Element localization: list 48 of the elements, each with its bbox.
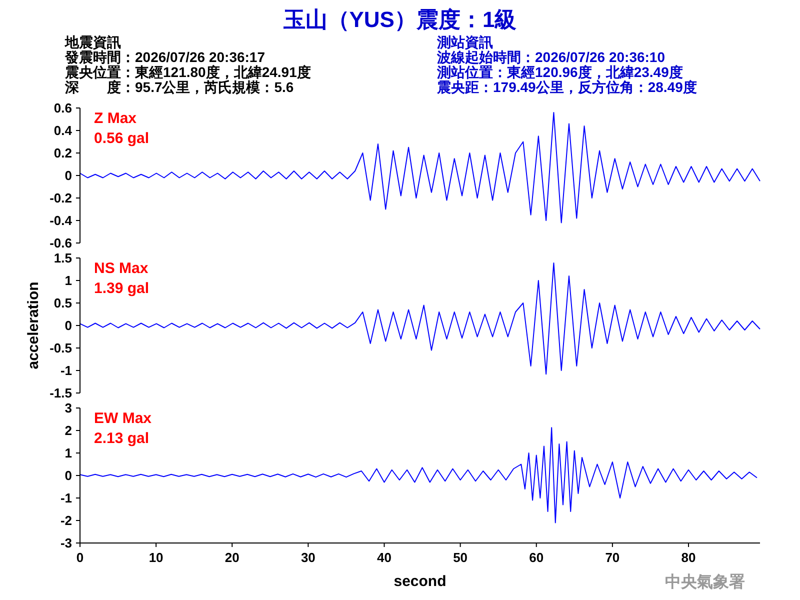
annotation: 2.13 gal (94, 430, 150, 447)
y-tick-label: -0.2 (50, 190, 72, 206)
y-tick-label: -1 (60, 490, 72, 506)
annotation: EW Max (94, 410, 152, 427)
x-tick-label: 60 (529, 550, 544, 565)
text: 測站位置：東經120.96度，北緯23.49度 (436, 64, 683, 80)
y-tick-label: 0.4 (54, 123, 73, 138)
y-tick-label: 1.5 (54, 250, 72, 266)
y-tick-label: 0 (64, 468, 72, 483)
x-tick-label: 10 (148, 550, 164, 565)
text: 震央距：179.49公里，反方位角：28.49度 (436, 79, 697, 95)
y-tick-label: -0.4 (50, 213, 73, 228)
y-tick-label: 0 (64, 318, 72, 333)
y-tick-label: -3 (60, 536, 72, 550)
x-tick-label: 70 (605, 550, 620, 565)
annotation: 1.39 gal (94, 280, 150, 297)
y-tick-label: 0.6 (54, 100, 72, 116)
y-tick-label: -0.5 (50, 340, 72, 356)
x-tick-label: 30 (300, 550, 316, 565)
y-tick-label: 1 (64, 273, 72, 288)
x-axis-title: second (394, 573, 446, 590)
y-axis-title: acceleration (25, 282, 42, 370)
text: 震央位置：東經121.80度，北緯24.91度 (64, 64, 311, 80)
text: 測站資訊 (436, 34, 493, 50)
y-tick-label: 0.2 (54, 146, 72, 160)
y-tick-label: -1 (60, 363, 72, 378)
y-tick-label: -0.6 (50, 236, 72, 250)
text: 波線起始時間：2026/07/26 20:36:10 (436, 49, 666, 65)
x-tick-label: 80 (681, 550, 696, 565)
text: 深 度：95.7公里，芮氏規模：5.6 (64, 79, 294, 95)
x-tick-label: 50 (453, 550, 468, 565)
chart-title: 玉山（YUS）震度：1級 (282, 7, 517, 32)
x-tick-label: 40 (377, 550, 392, 565)
annotation: 0.56 gal (94, 130, 150, 147)
y-tick-label: 2 (64, 423, 72, 438)
y-tick-label: -2 (60, 513, 72, 528)
y-tick-label: -1.5 (50, 386, 72, 400)
text: 地震資訊 (64, 34, 121, 50)
x-tick-label: 20 (224, 550, 240, 565)
text: 中央氣象署 (665, 573, 745, 591)
x-tick-label: 0 (76, 550, 84, 565)
annotation: Z Max (94, 110, 138, 127)
y-tick-label: 1 (64, 446, 72, 460)
y-tick-label: 3 (64, 400, 72, 416)
y-tick-label: 0 (64, 168, 72, 183)
y-tick-label: 0.5 (54, 296, 72, 310)
annotation: NS Max (94, 260, 149, 277)
text: 發震時間：2026/07/26 20:36:17 (64, 49, 266, 65)
